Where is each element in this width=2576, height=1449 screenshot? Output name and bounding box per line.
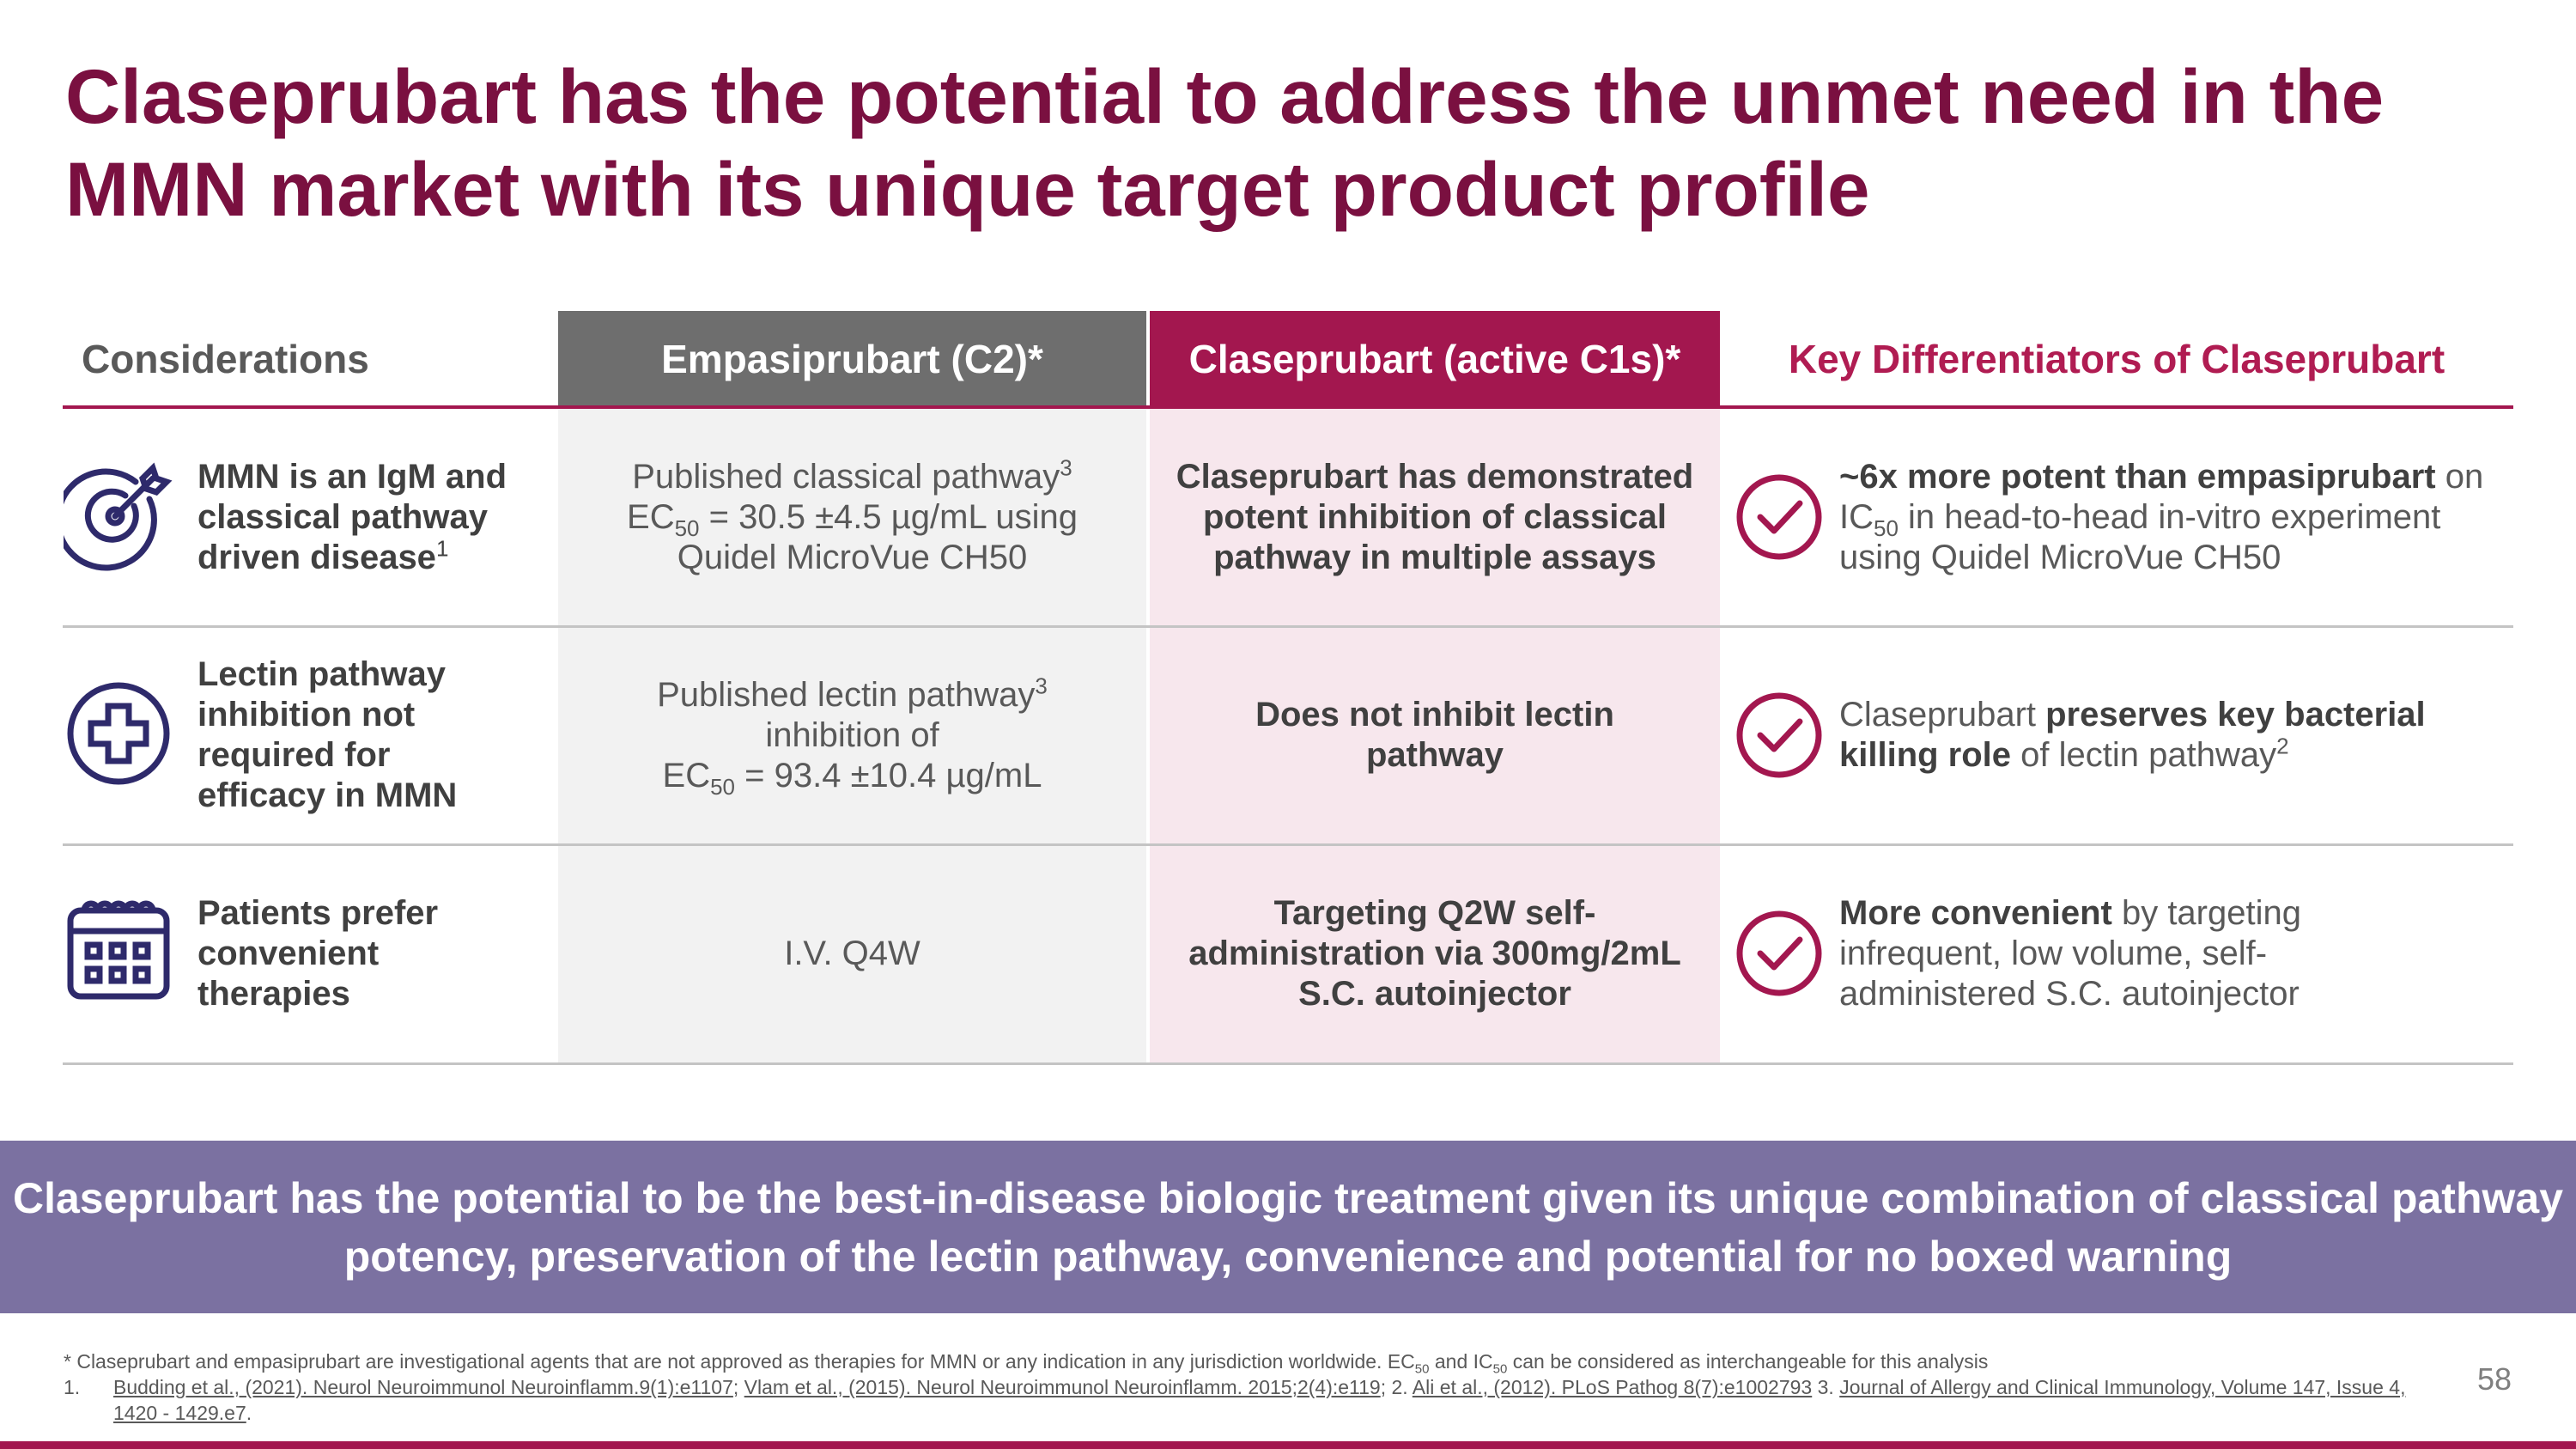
- superscript: 3: [1035, 673, 1048, 699]
- text: Published lectin pathway: [657, 675, 1036, 714]
- header-cell: Empasiprubart (C2)*: [558, 311, 1146, 406]
- text: More convenient: [1839, 893, 2112, 932]
- text: inhibition of: [765, 715, 939, 754]
- references: Budding et al., (2021). Neurol Neuroimmu…: [113, 1374, 2432, 1426]
- text: Claseprubart: [1839, 696, 2046, 734]
- reference-link[interactable]: Vlam et al., (2015). Neurol Neuroimmunol…: [744, 1376, 1381, 1398]
- subscript: 50: [1414, 1361, 1430, 1377]
- reference-link[interactable]: Ali et al., (2012). PLoS Pathog 8(7):e10…: [1412, 1376, 1813, 1398]
- text: = 30.5 ±4.5 µg/mL using Quidel MicroVue …: [677, 497, 1078, 576]
- header-cell: Considerations: [82, 336, 369, 381]
- header-rule: [63, 405, 2513, 409]
- text: of lectin pathway: [2011, 736, 2277, 774]
- superscript: 3: [1060, 454, 1072, 481]
- subscript: 50: [674, 514, 700, 541]
- text: = 93.4 ±10.4 µg/mL: [735, 756, 1042, 795]
- superscript: 2: [2276, 733, 2289, 759]
- claseprubart-cell: Targeting Q2W self-administration via 30…: [1188, 893, 1681, 1013]
- consideration: Patients prefer convenient therapies: [197, 893, 439, 1013]
- differentiator-cell: Claseprubart preserves key bacterial kil…: [1839, 627, 2509, 843]
- reference-link[interactable]: Journal of Allergy and Clinical Immunolo…: [113, 1376, 2406, 1424]
- text: by targeting infrequent, low volume, sel…: [1839, 893, 2301, 1013]
- row-rule: [63, 1062, 2513, 1065]
- subscript: 50: [1874, 514, 1899, 541]
- header-cell: Key Differentiators of Claseprubart: [1788, 336, 2445, 381]
- text: can be considered as interchangeable for…: [1507, 1350, 1989, 1373]
- consideration: MMN is an IgM and classical pathway driv…: [197, 409, 550, 625]
- check-icon: [1736, 692, 1822, 778]
- calendar-icon: [67, 900, 170, 1000]
- text: in head-to-head in-vitro experiment usin…: [1839, 497, 2441, 576]
- text: and IC: [1429, 1350, 1493, 1373]
- text: ; 2.: [1380, 1376, 1413, 1398]
- medical-icon: [67, 682, 170, 785]
- text: MMN is an IgM and classical pathway driv…: [197, 457, 507, 576]
- footnote: * Claseprubart and empasiprubart are inv…: [64, 1349, 2433, 1377]
- check-icon: [1736, 474, 1822, 560]
- page-number: 58: [2476, 1361, 2512, 1397]
- claseprubart-cell: Does not inhibit lectin pathway: [1255, 696, 1614, 774]
- column-bg: [1150, 409, 1720, 1063]
- text: ~6x more potent than empasiprubart: [1839, 457, 2436, 496]
- empasiprubart-cell: Published lectin pathway3 inhibition of EC…: [558, 627, 1146, 843]
- text: EC: [662, 756, 711, 795]
- conclusion-banner: Claseprubart has the potential to be the…: [0, 1141, 2576, 1313]
- footnote-number: 1.: [64, 1376, 81, 1398]
- text: EC: [627, 497, 675, 536]
- empasiprubart-cell: I.V. Q4W: [784, 934, 920, 972]
- slide-title: Claseprubart has the potential to addres…: [65, 53, 2385, 232]
- text: .: [246, 1402, 252, 1424]
- subscript: 50: [710, 773, 736, 800]
- check-icon: [1736, 910, 1822, 996]
- header-cell: Claseprubart (active C1s)*: [1150, 311, 1720, 406]
- text: * Claseprubart and empasiprubart are inv…: [64, 1350, 1415, 1373]
- bottom-bar: [0, 1441, 2576, 1449]
- text: ;: [732, 1376, 744, 1398]
- text: Published classical pathway: [632, 457, 1060, 496]
- target-icon: [64, 462, 173, 571]
- subscript: 50: [1492, 1361, 1508, 1377]
- consideration: Lectin pathway inhibition not required f…: [197, 655, 458, 814]
- superscript: 1: [435, 535, 449, 562]
- empasiprubart-cell: Published classical pathway3 EC50 = 30.5 …: [558, 409, 1146, 625]
- text: on IC: [1839, 457, 2484, 536]
- text: 3.: [1812, 1376, 1840, 1398]
- claseprubart-cell: Claseprubart has demonstrated potent inh…: [1176, 457, 1694, 576]
- row-rule: [63, 625, 2513, 628]
- differentiator-cell: More convenient by targeting infrequent,…: [1839, 845, 2389, 1062]
- reference-link[interactable]: Budding et al., (2021). Neurol Neuroimmu…: [113, 1376, 733, 1398]
- column-bg: [558, 409, 1146, 1063]
- differentiator-cell: ~6x more potent than empasiprubart on IC…: [1839, 409, 2509, 625]
- row-rule: [63, 843, 2513, 846]
- text: preserves key bacterial killing role: [1839, 696, 2426, 774]
